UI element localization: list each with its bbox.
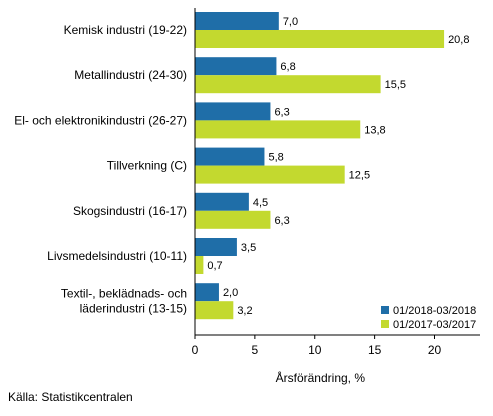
- x-tick-label: 15: [368, 343, 382, 357]
- bar-series-1: [195, 192, 249, 211]
- category-label-line: Textil-, beklädnads- och: [61, 287, 187, 301]
- category-label: El- och elektronikindustri (26-27): [14, 113, 187, 127]
- value-labels: 7,0 20,8 6,8 15,5 6,3 13,8 5,8 12,5 4,5 6,3 3,5 0,7…: [207, 16, 469, 317]
- bar-series-2: [195, 120, 361, 139]
- category-labels: Kemisk industri (19-22) Metallindustri (2…: [14, 23, 187, 316]
- legend-label: 01/2017-03/2017: [393, 319, 476, 331]
- legend-label: 01/2018-03/2018: [393, 305, 476, 317]
- bar-series-1: [195, 12, 279, 30]
- x-axis-title: Årsförändring, %: [276, 370, 366, 385]
- data-label: 4,5: [253, 197, 268, 209]
- x-tick-label: 5: [252, 343, 259, 357]
- bar-series-2: [195, 165, 345, 184]
- data-label: 6,3: [274, 215, 289, 227]
- data-label: 3,2: [237, 305, 252, 317]
- bars: [195, 12, 445, 320]
- data-label: 3,5: [241, 242, 256, 254]
- category-label-line: Tillverkning (C): [107, 159, 187, 173]
- legend-swatch: [381, 306, 389, 314]
- category-label: Textil-, beklädnads- och läderindustri (1…: [61, 287, 187, 316]
- bar-series-2: [195, 30, 445, 48]
- category-label: Tillverkning (C): [107, 159, 187, 173]
- legend: 01/2018-03/2018 01/2017-03/2017: [381, 305, 476, 331]
- category-label-line: Skogsindustri (16-17): [73, 204, 187, 218]
- category-label-line: Livsmedelsindustri (10-11): [47, 249, 187, 263]
- data-label: 7,0: [283, 16, 298, 28]
- category-label-line: läderindustri (13-15): [80, 302, 187, 316]
- data-label: 15,5: [385, 79, 406, 91]
- category-label: Kemisk industri (19-22): [64, 23, 187, 37]
- category-label: Skogsindustri (16-17): [73, 204, 187, 218]
- data-label: 20,8: [448, 34, 469, 46]
- x-tick-label: 10: [308, 343, 322, 357]
- bar-series-2: [195, 210, 271, 229]
- data-label: 6,3: [274, 106, 289, 118]
- legend-swatch: [381, 320, 389, 328]
- x-axis: 0 5 10 15 20: [192, 8, 480, 357]
- x-tick-label: 20: [428, 343, 442, 357]
- x-tick-label: 0: [192, 343, 199, 357]
- category-label-line: Metallindustri (24-30): [74, 68, 187, 82]
- category-label-line: El- och elektronikindustri (26-27): [14, 113, 187, 127]
- bar-series-1: [195, 102, 271, 121]
- bar-series-2: [195, 256, 204, 274]
- bar-series-1: [195, 283, 219, 302]
- bar-series-1: [195, 147, 265, 166]
- data-label: 0,7: [207, 260, 222, 272]
- data-label: 5,8: [268, 152, 283, 164]
- data-label: 6,8: [280, 61, 295, 73]
- category-label: Livsmedelsindustri (10-11): [47, 249, 187, 263]
- data-label: 2,0: [223, 287, 238, 299]
- data-label: 13,8: [364, 124, 385, 136]
- bar-series-2: [195, 75, 381, 94]
- bar-series-2: [195, 301, 234, 320]
- category-label: Metallindustri (24-30): [74, 68, 187, 82]
- category-label-line: Kemisk industri (19-22): [64, 23, 187, 37]
- bar-series-1: [195, 57, 277, 76]
- source-note: Källa: Statistikcentralen: [8, 390, 133, 404]
- data-label: 12,5: [349, 170, 370, 182]
- bar-series-1: [195, 238, 237, 256]
